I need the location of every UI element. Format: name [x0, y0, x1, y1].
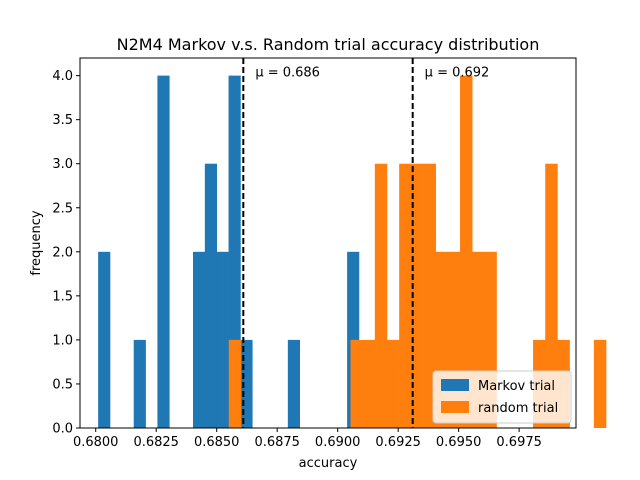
y-axis-label: frequency	[29, 210, 44, 276]
bar-series-2	[387, 339, 400, 428]
bar-series-2	[423, 163, 436, 428]
x-tick-label: 0.6825	[133, 435, 179, 450]
y-tick-label: 3.5	[52, 113, 73, 128]
bar-series-1	[216, 251, 229, 428]
x-tick-label: 0.6875	[254, 435, 300, 450]
y-tick-label: 4.0	[52, 69, 73, 84]
x-tick-label: 0.6950	[436, 435, 482, 450]
mean-annotation-2: μ = 0.692	[425, 66, 490, 81]
legend-label-2: random trial	[478, 401, 558, 416]
y-tick-label: 2.5	[52, 201, 73, 216]
chart-title: N2M4 Markov v.s. Random trial accuracy d…	[117, 35, 540, 54]
x-axis-label: accuracy	[299, 456, 358, 471]
bar-series-2	[411, 163, 424, 428]
x-tick-label: 0.6975	[496, 435, 542, 450]
bar-series-2	[593, 339, 607, 428]
bar-series-2	[362, 339, 376, 428]
legend: Markov trial random trial	[432, 370, 572, 424]
x-axis-ticks: 0.6800 0.6825 0.6850 0.6875 0.6900 0.6925 0.69…	[73, 428, 542, 450]
x-tick-label: 0.6850	[194, 435, 240, 450]
y-tick-label: 0.5	[52, 377, 73, 392]
bar-series-2	[460, 75, 473, 428]
bar-series-1	[192, 251, 206, 428]
bar-series-2	[228, 339, 242, 428]
y-tick-label: 2.0	[52, 245, 73, 260]
bar-series-2	[399, 163, 412, 428]
bar-series-2	[350, 339, 363, 428]
y-tick-label: 3.0	[52, 157, 73, 172]
legend-swatch-2	[441, 401, 469, 413]
x-tick-label: 0.6900	[315, 435, 361, 450]
bar-series-1	[157, 75, 170, 428]
bar-series-2	[374, 163, 388, 428]
bar-series-2	[545, 163, 558, 428]
bar-series-1	[98, 251, 111, 428]
y-tick-label: 1.5	[52, 289, 73, 304]
x-tick-label: 0.6800	[73, 435, 119, 450]
bar-series-1	[240, 339, 253, 428]
legend-label-1: Markov trial	[478, 379, 555, 394]
bar-series-1	[133, 339, 146, 428]
bar-series-1	[204, 163, 218, 428]
mean-annotation-1: μ = 0.686	[255, 66, 320, 81]
bar-series-1	[287, 339, 300, 428]
legend-swatch-1	[441, 379, 469, 391]
y-tick-label: 0.0	[52, 422, 73, 437]
x-tick-label: 0.6925	[375, 435, 421, 450]
y-tick-label: 1.0	[52, 333, 73, 348]
mean-lines-layer: μ = 0.686 μ = 0.692	[242, 58, 490, 428]
plot-frame	[79, 57, 577, 429]
y-axis-ticks: 0.0 0.5 1.0 1.5 2.0 2.5 3.0 3.5 4.0	[52, 69, 80, 437]
